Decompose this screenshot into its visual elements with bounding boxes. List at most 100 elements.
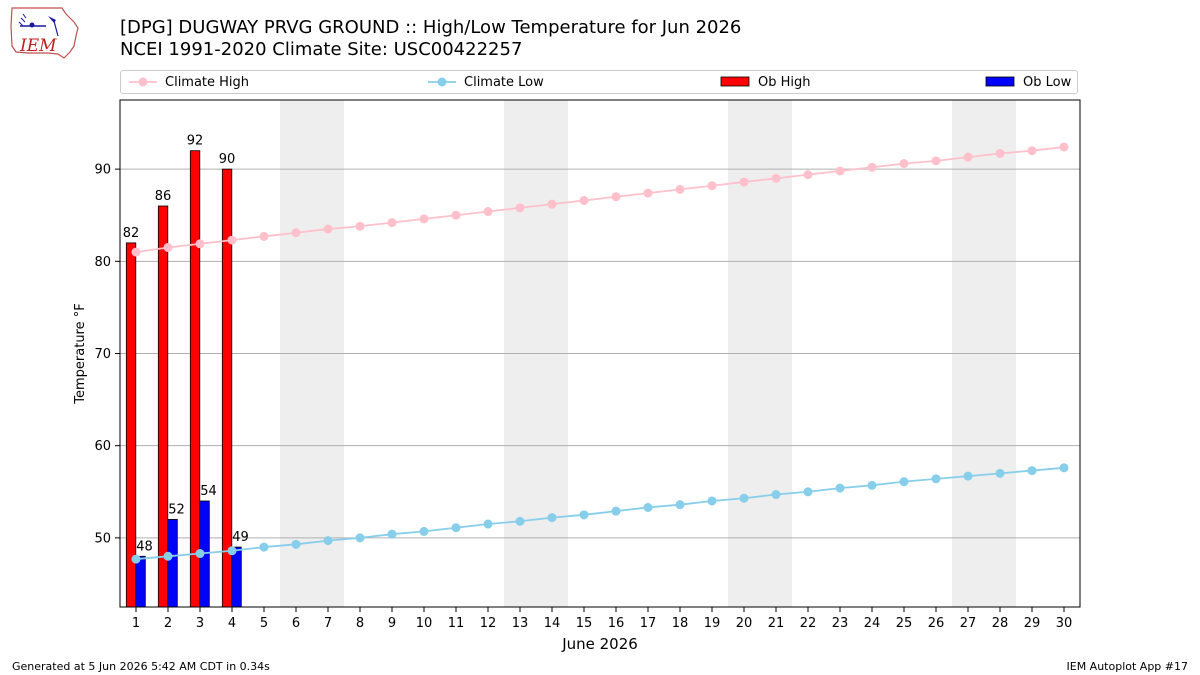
x-tick-label: 13: [512, 616, 529, 631]
x-tick-label: 18: [672, 616, 689, 631]
ob-high-label: 86: [155, 189, 172, 204]
climate-low-point: [227, 546, 237, 556]
x-tick-label: 1: [132, 616, 140, 631]
climate-high-point: [931, 156, 941, 166]
legend-item-climate-high: Climate High: [129, 71, 249, 93]
climate-high-point: [451, 210, 461, 220]
x-tick-label: 14: [544, 616, 561, 631]
ob-high-bar: [125, 242, 137, 608]
x-tick-label: 25: [896, 616, 913, 631]
legend-label: Ob Low: [1023, 74, 1072, 90]
ob-high-label: 90: [219, 152, 236, 167]
climate-high-point: [899, 159, 909, 169]
climate-low-point: [707, 496, 717, 506]
weekend-band: [280, 100, 344, 607]
x-tick-label: 10: [416, 616, 433, 631]
x-tick-label: 21: [768, 616, 785, 631]
climate-high-point: [1027, 146, 1037, 156]
x-tick-label: 12: [480, 616, 497, 631]
climate-high-point: [707, 181, 717, 191]
y-tick-label: 70: [94, 347, 111, 362]
climate-low-point: [1027, 466, 1037, 476]
climate-high-point: [643, 188, 653, 198]
ob-high-label: 82: [123, 226, 140, 241]
y-tick-label: 50: [94, 531, 111, 546]
footer-app-id: IEM Autoplot App #17: [1066, 660, 1189, 673]
x-tick-label: 6: [292, 616, 300, 631]
climate-high-point: [835, 166, 845, 176]
ob-low-bar: [135, 555, 146, 608]
ob-low-label: 49: [232, 530, 249, 545]
legend-label: Climate Low: [464, 74, 544, 90]
chart-legend: Climate High Climate Low Ob High Ob Low: [120, 70, 1078, 94]
climate-low-point: [291, 539, 301, 549]
climate-high-point: [483, 207, 493, 217]
legend-item-climate-low: Climate Low: [428, 71, 544, 93]
climate-low-point: [1059, 463, 1069, 473]
chart-title: [DPG] DUGWAY PRVG GROUND :: High/Low Tem…: [120, 17, 742, 38]
climate-high-point: [291, 228, 301, 238]
iem-logo-text: IEM: [19, 36, 57, 56]
legend-item-ob-high: Ob High: [720, 71, 811, 93]
x-tick-label: 22: [800, 616, 817, 631]
climate-low-line: [135, 466, 1065, 560]
ob-high-bar: [189, 150, 201, 608]
x-tick-label: 11: [448, 616, 465, 631]
x-tick-label: 19: [704, 616, 721, 631]
footer-generated: Generated at 5 Jun 2026 5:42 AM CDT in 0…: [12, 660, 270, 673]
climate-low-point: [803, 487, 813, 497]
climate-high-point: [323, 224, 333, 234]
climate-high-point: [867, 162, 877, 172]
climate-low-point: [131, 554, 141, 564]
y-tick-label: 80: [94, 255, 111, 270]
x-tick-label: 15: [576, 616, 593, 631]
x-tick-label: 27: [960, 616, 977, 631]
x-tick-label: 7: [324, 616, 332, 631]
climate-high-point: [195, 239, 205, 249]
climate-low-point: [355, 533, 365, 543]
x-tick-label: 3: [196, 616, 204, 631]
climate-low-point: [867, 480, 877, 490]
legend-label: Climate High: [165, 74, 250, 90]
climate-high-point: [803, 170, 813, 180]
climate-high-point: [227, 235, 237, 245]
climate-low-point: [323, 536, 333, 546]
x-tick-label: 4: [228, 616, 236, 631]
y-axis-label: Temperature °F: [73, 303, 88, 404]
iem-logo: IEM: [10, 7, 79, 59]
x-tick-label: 5: [260, 616, 268, 631]
climate-low-point: [643, 502, 653, 512]
climate-low-point: [547, 513, 557, 523]
climate-low-point: [835, 483, 845, 493]
ob-low-bar: [199, 500, 210, 608]
ob-low-label: 48: [136, 539, 153, 554]
legend-marker-climate-low: [428, 77, 456, 87]
climate-low-point: [515, 516, 525, 526]
climate-high-point: [547, 199, 557, 209]
climate-high-point: [259, 231, 269, 241]
climate-high-point: [387, 218, 397, 228]
x-tick-label: 2: [164, 616, 172, 631]
climate-high-point: [995, 148, 1005, 158]
climate-low-point: [419, 526, 429, 536]
climate-low-point: [739, 493, 749, 503]
ob-high-label: 92: [187, 134, 204, 149]
x-tick-label: 26: [928, 616, 945, 631]
x-tick-label: 28: [992, 616, 1009, 631]
climate-high-point: [963, 152, 973, 162]
climate-low-point: [483, 519, 493, 529]
climate-low-point: [259, 542, 269, 552]
climate-high-point: [579, 195, 589, 205]
ob-high-bar: [157, 205, 169, 608]
weekend-band: [952, 100, 1016, 607]
x-tick-label: 30: [1056, 616, 1073, 631]
ob-low-bar: [231, 546, 242, 608]
climate-high-point: [1059, 142, 1069, 152]
climate-high-point: [355, 221, 365, 231]
plot-frame: [119, 99, 1081, 608]
climate-low-point: [771, 490, 781, 500]
legend-item-ob-low: Ob Low: [985, 71, 1071, 93]
climate-low-point: [579, 510, 589, 520]
climate-low-point: [899, 477, 909, 487]
